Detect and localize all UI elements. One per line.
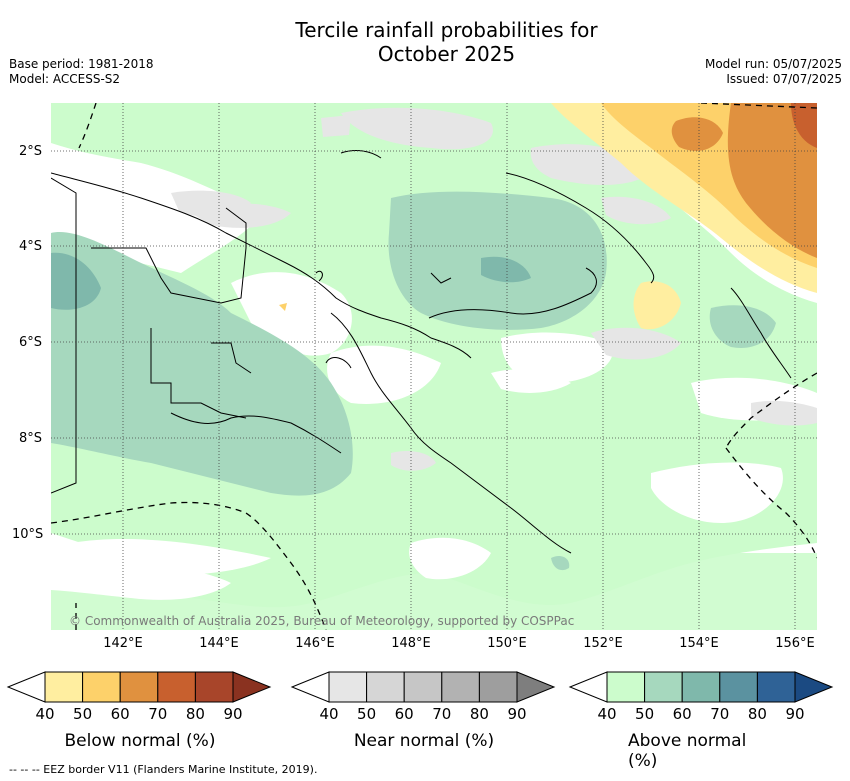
- lat-label: 2°S: [19, 144, 43, 159]
- colorbar-tick-label: 60: [110, 705, 130, 723]
- colorbar-segment: [44, 671, 84, 703]
- lon-label: 156°E: [775, 636, 815, 651]
- lat-label: 6°S: [19, 335, 43, 350]
- no-signal-regions: [51, 143, 817, 600]
- colorbar-tick-label: 50: [357, 705, 377, 723]
- meta-right: Model run: 05/07/2025 Issued: 07/07/2025: [705, 57, 842, 87]
- colorbar-segment: [119, 671, 159, 703]
- border-lines: [91, 207, 252, 419]
- lon-label: 152°E: [583, 636, 623, 651]
- gridlines: [51, 103, 817, 630]
- colorbar-segment: [403, 671, 443, 703]
- lon-label: 150°E: [487, 636, 527, 651]
- lon-label: 146°E: [295, 636, 335, 651]
- colorbar-extend-low: [568, 671, 608, 703]
- colorbar-segment: [478, 671, 518, 703]
- colorbar-tick-label: 70: [710, 705, 730, 723]
- colorbar-below: [6, 671, 272, 703]
- colorbar-tick-label: 90: [223, 705, 243, 723]
- model-run-text: Model run: 05/07/2025: [704, 57, 842, 71]
- colorbar-segment: [719, 671, 758, 703]
- colorbar-segment: [644, 671, 683, 703]
- lon-label: 148°E: [391, 636, 431, 651]
- colorbar-tick-label: 40: [35, 705, 55, 723]
- colorbar-extend-high: [516, 671, 556, 703]
- below-normal-label: Below normal (%): [64, 731, 216, 751]
- colorbar-segment: [328, 671, 368, 703]
- lon-label: 154°E: [679, 636, 719, 651]
- lat-label: 4°S: [19, 239, 43, 254]
- title-line-2: October 2025: [377, 42, 516, 66]
- coastlines: [51, 150, 792, 554]
- colorbar-tick-label: 50: [73, 705, 93, 723]
- below-normal-regions: [279, 103, 817, 330]
- colorbar-segment: [681, 671, 721, 703]
- lat-label: 10°S: [12, 527, 44, 542]
- colorbar-segment: [606, 671, 646, 703]
- near-normal-label: Near normal (%): [353, 731, 495, 751]
- title-line-1: Tercile rainfall probabilities for: [295, 18, 598, 42]
- issued-text: Issued: 07/07/2025: [726, 72, 842, 86]
- colorbar-tick-label: 90: [785, 705, 805, 723]
- colorbar-tick-label: 40: [597, 705, 617, 723]
- colorbar-tick-label: 80: [185, 705, 205, 723]
- colorbar-segment: [366, 671, 405, 703]
- map-title: Tercile rainfall probabilities for Octob…: [0, 18, 850, 66]
- colorbar-tick-label: 60: [672, 705, 692, 723]
- map-credit: © Commonwealth of Australia 2025, Bureau…: [69, 614, 574, 628]
- colorbar-segment: [82, 671, 121, 703]
- colorbar-tick-label: 80: [747, 705, 767, 723]
- meta-left: Base period: 1981-2018 Model: ACCESS-S2: [9, 57, 154, 87]
- above-normal-label: Above normal (%): [628, 731, 747, 771]
- eez-footnote: -- -- -- EEZ border V11 (Flanders Marine…: [9, 763, 318, 776]
- colorbar-segment: [157, 671, 196, 703]
- model-text: Model: ACCESS-S2: [9, 72, 121, 86]
- colorbar-tick-label: 60: [394, 705, 414, 723]
- colorbar-tick-label: 40: [319, 705, 339, 723]
- lon-label: 142°E: [103, 636, 143, 651]
- colorbar-segment: [756, 671, 796, 703]
- colorbars: [6, 671, 834, 703]
- colorbar-tick-label: 90: [507, 705, 527, 723]
- colorbar-segment: [194, 671, 234, 703]
- colorbar-extend-low: [290, 671, 330, 703]
- colorbar-extend-high: [232, 671, 272, 703]
- colorbar-segment: [441, 671, 480, 703]
- colorbar-tick-label: 50: [635, 705, 655, 723]
- probability-map: © Commonwealth of Australia 2025, Bureau…: [51, 103, 817, 630]
- colorbar-extend-high: [794, 671, 834, 703]
- base-period-text: Base period: 1981-2018: [9, 57, 154, 71]
- colorbar-above: [568, 671, 834, 703]
- colorbar-tick-label: 70: [432, 705, 452, 723]
- colorbar-tick-label: 70: [148, 705, 168, 723]
- lat-label: 8°S: [19, 431, 43, 446]
- colorbar-tick-label: 80: [469, 705, 489, 723]
- colorbar-near: [290, 671, 556, 703]
- colorbar-extend-low: [6, 671, 46, 703]
- lon-label: 144°E: [199, 636, 239, 651]
- eez-borders: [51, 103, 817, 630]
